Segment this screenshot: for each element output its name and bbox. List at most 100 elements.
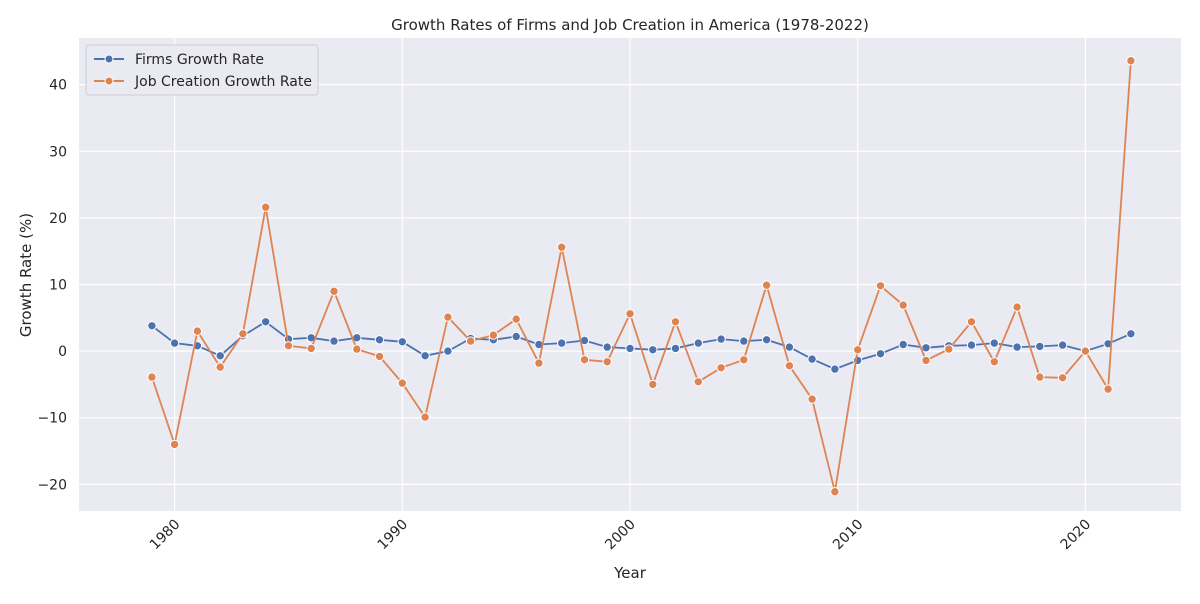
data-point-jobs xyxy=(511,314,521,324)
chart-title: Growth Rates of Firms and Job Creation i… xyxy=(391,16,869,34)
data-point-firms xyxy=(557,338,567,348)
data-point-jobs xyxy=(625,309,635,319)
data-point-firms xyxy=(374,335,385,345)
data-point-jobs xyxy=(465,336,476,346)
data-point-jobs xyxy=(784,361,795,371)
data-point-jobs xyxy=(1126,56,1136,66)
data-point-firms xyxy=(602,342,612,352)
data-point-firms xyxy=(1057,340,1068,350)
data-point-firms xyxy=(921,343,931,353)
y-tick-label: 0 xyxy=(58,344,67,360)
legend-marker-firms xyxy=(104,54,114,64)
data-point-jobs xyxy=(261,202,271,212)
data-point-jobs xyxy=(420,412,430,422)
data-point-firms xyxy=(716,334,726,344)
data-point-jobs xyxy=(875,281,886,291)
data-point-jobs xyxy=(169,439,180,450)
data-point-firms xyxy=(784,342,795,352)
data-point-firms xyxy=(830,364,840,374)
y-tick-label: 10 xyxy=(49,277,67,293)
data-point-firms xyxy=(875,349,886,359)
data-point-firms xyxy=(511,331,521,342)
data-point-firms xyxy=(648,345,658,355)
data-point-jobs xyxy=(739,355,749,365)
data-point-firms xyxy=(670,343,681,354)
data-point-firms xyxy=(898,339,908,350)
data-point-jobs xyxy=(1035,372,1045,382)
data-point-jobs xyxy=(192,326,203,336)
x-tick-label: 2010 xyxy=(830,517,867,554)
y-tick-label: 20 xyxy=(49,211,67,227)
data-point-jobs xyxy=(670,317,681,327)
y-tick-label: 40 xyxy=(49,78,67,94)
y-tick-labels: −20 −10 0 10 20 30 40 xyxy=(37,78,67,494)
data-point-firms xyxy=(1126,329,1136,339)
y-tick-label: −20 xyxy=(37,477,67,493)
data-point-jobs xyxy=(557,242,567,252)
data-point-firms xyxy=(1035,341,1045,352)
data-point-firms xyxy=(625,343,635,354)
data-point-jobs xyxy=(602,357,612,367)
data-point-firms xyxy=(147,321,157,331)
data-point-jobs xyxy=(374,351,385,362)
x-tick-label: 1980 xyxy=(147,517,184,554)
data-point-jobs xyxy=(238,329,248,339)
data-point-jobs xyxy=(648,379,658,390)
legend-marker-jobs xyxy=(104,76,114,86)
data-point-jobs xyxy=(853,345,863,355)
y-tick-label: −10 xyxy=(37,411,67,427)
data-point-jobs xyxy=(830,487,840,497)
x-axis-title: Year xyxy=(613,564,647,582)
data-point-jobs xyxy=(215,362,225,372)
data-point-jobs xyxy=(944,344,954,354)
data-point-jobs xyxy=(488,330,499,340)
data-point-firms xyxy=(966,340,977,350)
x-tick-label: 2000 xyxy=(602,517,639,554)
data-point-firms xyxy=(807,354,817,364)
data-point-firms xyxy=(1012,342,1022,352)
legend: Firms Growth Rate Job Creation Growth Ra… xyxy=(85,44,319,96)
data-point-firms xyxy=(329,336,339,346)
data-point-jobs xyxy=(1103,384,1113,394)
grid-lines xyxy=(79,38,1181,511)
data-point-jobs xyxy=(989,357,999,367)
data-point-firms xyxy=(215,351,225,361)
y-axis-title: Growth Rate (%) xyxy=(17,213,35,337)
x-tick-label: 1990 xyxy=(375,517,412,554)
data-point-jobs xyxy=(147,372,157,382)
data-point-jobs xyxy=(1057,373,1068,383)
data-point-jobs xyxy=(716,363,726,373)
data-point-firms xyxy=(420,351,430,361)
data-point-jobs xyxy=(306,343,316,354)
data-point-jobs xyxy=(1012,302,1022,312)
data-point-jobs xyxy=(898,300,908,310)
data-point-jobs xyxy=(283,341,294,351)
data-point-jobs xyxy=(966,317,977,327)
data-point-firms xyxy=(261,317,271,327)
data-point-jobs xyxy=(761,280,772,290)
x-tick-label: 2020 xyxy=(1058,517,1095,554)
data-point-jobs xyxy=(921,355,931,366)
data-point-jobs xyxy=(579,355,590,365)
legend-label-jobs: Job Creation Growth Rate xyxy=(134,74,312,90)
series-line-jobs xyxy=(151,60,1132,492)
data-point-firms xyxy=(739,336,749,346)
data-point-firms xyxy=(169,338,180,348)
legend-label-firms: Firms Growth Rate xyxy=(135,52,264,68)
legend-box xyxy=(85,44,319,96)
data-point-firms xyxy=(397,337,407,347)
data-point-firms xyxy=(989,338,999,348)
data-point-jobs xyxy=(443,312,453,322)
y-tick-label: 30 xyxy=(49,144,67,160)
data-point-jobs xyxy=(534,358,544,368)
data-point-jobs xyxy=(397,378,407,388)
data-point-firms xyxy=(761,335,772,345)
data-point-firms xyxy=(443,346,453,356)
data-point-jobs xyxy=(329,286,339,296)
series-lines xyxy=(147,56,1136,497)
data-point-jobs xyxy=(352,344,362,354)
data-point-jobs xyxy=(807,394,817,404)
data-point-jobs xyxy=(693,377,703,387)
